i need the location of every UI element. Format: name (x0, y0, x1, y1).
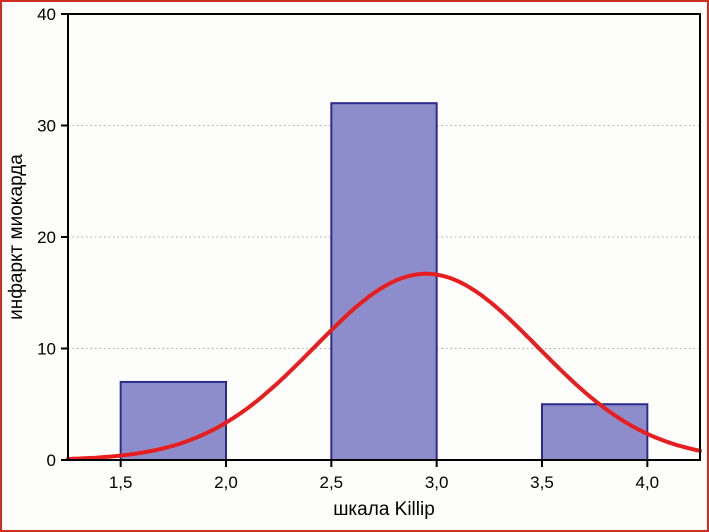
histogram-bar (541, 403, 649, 461)
histogram-bar (119, 380, 227, 462)
histogram-bar (330, 102, 438, 461)
y-tick-label: 20 (37, 228, 56, 247)
x-tick-label: 2,0 (214, 473, 238, 492)
x-tick-label: 4,0 (636, 473, 660, 492)
y-tick-label: 0 (47, 451, 56, 470)
x-tick-label: 2,5 (320, 473, 344, 492)
x-tick-label: 3,0 (425, 473, 449, 492)
y-tick-label: 10 (37, 340, 56, 359)
y-tick-label: 40 (37, 5, 56, 24)
normal-fit-curve (66, 271, 702, 461)
x-tick-label: 3,5 (530, 473, 554, 492)
x-tick-label: 1,5 (109, 473, 133, 492)
y-axis-title: инфаркт миокарда (6, 154, 27, 320)
x-axis-title: шкала Killip (333, 499, 435, 520)
y-tick-label: 30 (37, 117, 56, 136)
